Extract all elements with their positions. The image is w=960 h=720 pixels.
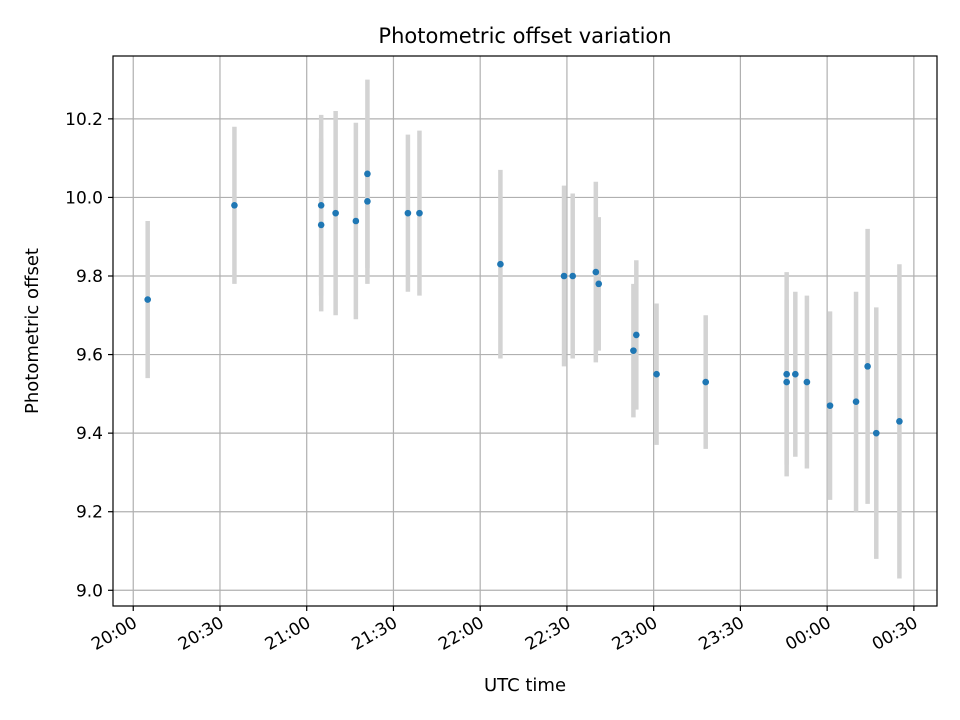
y-tick-label: 9.0	[76, 581, 103, 601]
data-point	[332, 209, 339, 217]
data-point	[364, 170, 371, 178]
data-point	[630, 347, 637, 354]
data-point	[896, 418, 903, 425]
data-point	[826, 402, 834, 409]
data-point	[364, 198, 371, 205]
data-point	[416, 209, 423, 217]
data-point	[317, 201, 325, 209]
data-point	[497, 260, 504, 268]
data-point	[852, 398, 860, 406]
y-tick-label: 9.8	[76, 267, 103, 287]
data-point	[144, 296, 151, 303]
data-point	[633, 331, 640, 339]
data-point	[792, 370, 799, 378]
data-point	[231, 201, 238, 209]
data-point	[653, 370, 660, 378]
data-point	[702, 378, 710, 386]
data-point	[560, 272, 568, 280]
data-point	[352, 217, 360, 225]
y-tick-label: 9.2	[76, 503, 103, 523]
x-axis-title: UTC time	[484, 675, 566, 696]
y-tick-label: 10.0	[65, 188, 103, 208]
data-point	[404, 209, 412, 217]
y-axis: 9.0 9.2 9.4 9.6 9.8 10.0 10.2	[65, 110, 113, 601]
grid	[113, 56, 937, 606]
data-point	[569, 272, 577, 280]
plot-frame	[112, 55, 938, 607]
data-points	[144, 170, 903, 437]
y-tick-label: 10.2	[65, 110, 103, 130]
y-tick-label: 9.4	[76, 424, 103, 444]
data-point	[592, 268, 600, 276]
data-point	[783, 370, 790, 378]
data-point	[803, 378, 811, 386]
y-axis-title: Photometric offset	[22, 248, 43, 414]
data-point	[864, 363, 871, 370]
chart-title: Photometric offset variation	[378, 24, 671, 48]
data-point	[317, 221, 325, 229]
y-tick-label: 9.6	[76, 346, 103, 366]
data-point	[783, 378, 790, 386]
data-point	[595, 280, 603, 288]
data-point	[872, 429, 880, 437]
